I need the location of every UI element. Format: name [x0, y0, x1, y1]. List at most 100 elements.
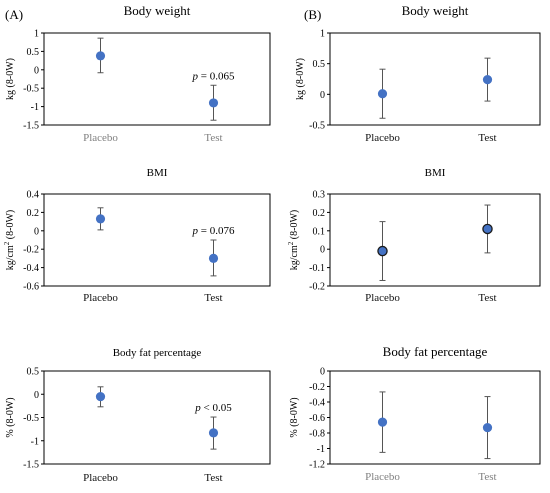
plot-frame — [329, 193, 541, 287]
y-tick-label: 0.5 — [27, 367, 40, 378]
y-tick-label: 0.5 — [27, 47, 40, 58]
charts-container: Body weight 1 0.5 0 -0.5 -1 -1.5 kg (8-0W) Place… — [3, 3, 541, 484]
chart-title: Body weight — [124, 3, 191, 18]
y-axis-label-main: kg/cm — [5, 245, 16, 270]
y-tick-label: 0.4 — [27, 190, 40, 201]
y-axis-label: kg/cm2 (8-0W) — [287, 210, 300, 270]
y-tick-label: -0.8 — [309, 429, 325, 440]
y-tick-label: 1 — [320, 29, 325, 40]
category-label: Test — [478, 471, 496, 483]
y-tick-label: 0 — [320, 245, 325, 256]
data-point — [482, 75, 493, 85]
data-point — [208, 428, 219, 438]
category-label: Placebo — [83, 132, 118, 144]
chart-title: Body weight — [402, 3, 469, 18]
y-axis-label-main: kg/cm — [289, 245, 300, 270]
category-label: Placebo — [83, 472, 118, 484]
p-value-text: = 0.076 — [198, 225, 235, 237]
p-value-annotation: p = 0.065 — [192, 70, 235, 82]
data-point — [95, 391, 106, 402]
y-tick-label: 0 — [320, 367, 325, 378]
chart-title: BMI — [147, 167, 168, 179]
data-point — [95, 51, 106, 61]
y-tick-label: 0.2 — [27, 208, 40, 219]
plot-frame — [329, 370, 541, 465]
p-value-text: = 0.065 — [198, 70, 235, 82]
y-tick-label: -0.6 — [23, 282, 39, 293]
y-tick-label: 0.3 — [313, 190, 326, 201]
y-tick-label: -1.5 — [23, 121, 39, 132]
p-value-symbol: p — [192, 70, 199, 82]
y-tick-label: -0.5 — [23, 84, 39, 95]
category-label: Test — [478, 292, 496, 304]
plot-frame — [43, 193, 271, 287]
chart-title: BMI — [425, 167, 446, 179]
data-point — [208, 253, 219, 263]
y-axis-label: % (8-0W) — [5, 397, 16, 437]
category-label: Test — [478, 132, 496, 144]
y-tick-label: -0.5 — [309, 121, 325, 132]
category-label: Test — [204, 472, 222, 484]
y-tick-label: 0 — [34, 390, 39, 401]
p-value-text: < 0.05 — [201, 402, 232, 414]
data-point — [377, 245, 388, 257]
category-label: Test — [204, 292, 222, 304]
y-tick-label: -1 — [31, 436, 39, 447]
category-label: Test — [204, 132, 222, 144]
y-tick-label: -0.4 — [309, 398, 325, 409]
chart-b-5: Body fat percentage 0 -0.2 -0.4 -0.6 -0.8 -1 -1… — [289, 344, 541, 483]
category-label: Placebo — [365, 132, 400, 144]
category-label: Placebo — [365, 471, 400, 483]
p-value-annotation: p < 0.05 — [194, 402, 232, 414]
y-tick-label: -0.5 — [23, 413, 39, 424]
y-tick-label: -0.4 — [23, 263, 39, 274]
y-tick-label: -1 — [317, 444, 325, 455]
p-value-symbol: p — [194, 402, 201, 414]
plot-frame — [43, 32, 271, 126]
data-point — [377, 417, 388, 427]
y-tick-label: -0.2 — [309, 382, 325, 393]
y-axis-label: kg/cm2 (8-0W) — [3, 210, 16, 270]
category-label: Placebo — [365, 292, 400, 304]
y-axis-label-tail: (8-0W) — [5, 210, 16, 242]
y-tick-label: 0 — [320, 90, 325, 101]
chart-a-2: Body fat percentage 0.5 0 -0.5 -1 -1.5 % (8-0W… — [5, 347, 271, 484]
y-tick-label: 1 — [34, 29, 39, 40]
data-point — [377, 89, 388, 99]
y-tick-label: -1 — [31, 102, 39, 113]
y-tick-label: 0 — [34, 226, 39, 237]
plot-frame — [43, 370, 271, 465]
y-tick-label: -0.1 — [309, 263, 325, 274]
y-tick-label: -0.2 — [23, 245, 39, 256]
chart-a-0: Body weight 1 0.5 0 -0.5 -1 -1.5 kg (8-0W) Place… — [5, 3, 271, 144]
data-point — [482, 223, 493, 235]
chart-b-4: BMI 0.3 0.2 0.1 0 -0.1 -0.2 kg/cm2 (8-0W) Placeb… — [287, 167, 541, 304]
y-tick-label: -0.2 — [309, 282, 325, 293]
data-point — [482, 422, 493, 433]
y-tick-label: 0.5 — [313, 59, 326, 70]
y-axis-label-superscript: 2 — [287, 241, 295, 245]
y-tick-label: 0.2 — [313, 208, 326, 219]
chart-title: Body fat percentage — [113, 347, 202, 359]
chart-b-3: Body weight 1 0.5 0 -0.5 kg (8-0W) Placebo Test — [295, 3, 541, 144]
y-axis-label: % (8-0W) — [289, 397, 300, 437]
chart-title: Body fat percentage — [383, 344, 488, 359]
y-tick-label: -1.5 — [23, 460, 39, 471]
panel-label-b: (B) — [304, 7, 321, 22]
y-axis-label: kg (8-0W) — [295, 58, 306, 100]
chart-a-1: BMI 0.4 0.2 0 -0.2 -0.4 -0.6 kg/cm2 (8-0W) Place… — [3, 167, 271, 304]
y-tick-label: 0 — [34, 65, 39, 76]
category-label: Placebo — [83, 292, 118, 304]
p-value-symbol: p — [192, 225, 199, 237]
y-axis-label-superscript: 2 — [3, 241, 11, 245]
panel-label-a: (A) — [5, 7, 23, 22]
y-tick-label: -1.2 — [309, 460, 325, 471]
y-axis-label-tail: (8-0W) — [289, 210, 300, 242]
y-tick-label: -0.6 — [309, 413, 325, 424]
data-point — [95, 214, 106, 224]
plot-frame — [329, 32, 541, 126]
y-axis-label: kg (8-0W) — [5, 58, 16, 100]
p-value-annotation: p = 0.076 — [192, 225, 235, 237]
